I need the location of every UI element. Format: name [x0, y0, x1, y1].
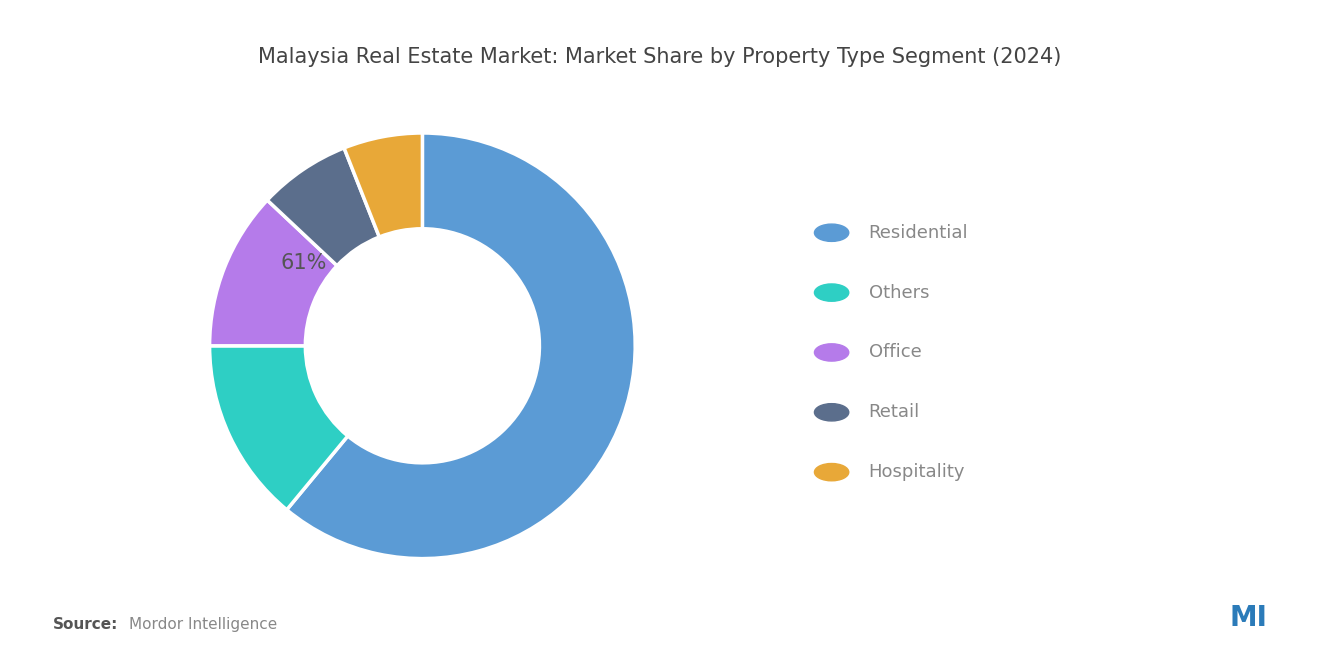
- Text: Malaysia Real Estate Market: Market Share by Property Type Segment (2024): Malaysia Real Estate Market: Market Shar…: [259, 47, 1061, 66]
- Wedge shape: [210, 346, 347, 510]
- Wedge shape: [345, 133, 422, 237]
- Text: Retail: Retail: [869, 403, 920, 422]
- Text: MI: MI: [1229, 604, 1267, 632]
- Text: Hospitality: Hospitality: [869, 463, 965, 481]
- Text: Mordor Intelligence: Mordor Intelligence: [129, 616, 277, 632]
- Text: Office: Office: [869, 343, 921, 362]
- Text: 61%: 61%: [281, 253, 327, 273]
- Wedge shape: [267, 148, 379, 266]
- Text: Others: Others: [869, 283, 929, 302]
- Wedge shape: [286, 133, 635, 559]
- Wedge shape: [210, 200, 337, 346]
- Text: Residential: Residential: [869, 223, 968, 242]
- Text: Source:: Source:: [53, 616, 119, 632]
